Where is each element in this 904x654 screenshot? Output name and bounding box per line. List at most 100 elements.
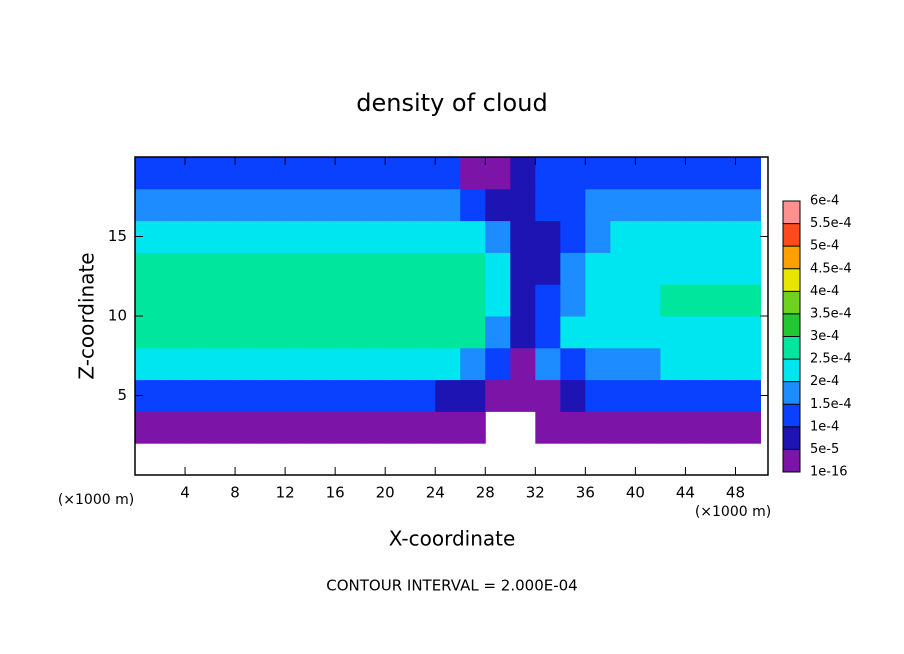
cell	[310, 347, 336, 381]
cell	[560, 347, 586, 381]
cell	[510, 252, 536, 285]
cell	[160, 188, 186, 222]
cell	[660, 220, 686, 253]
cell	[635, 252, 661, 285]
cell	[460, 347, 486, 381]
cell	[210, 316, 236, 349]
cell	[660, 188, 686, 222]
cell	[335, 188, 361, 222]
cell	[435, 411, 461, 444]
cell	[485, 157, 511, 190]
cell	[685, 157, 711, 190]
cell	[635, 284, 661, 317]
cell	[510, 379, 536, 412]
colorbar-segment	[783, 268, 800, 292]
cell	[735, 188, 761, 222]
cell	[635, 347, 661, 381]
colorbar-segment	[783, 246, 800, 269]
cell	[685, 347, 711, 381]
cell	[635, 316, 661, 349]
cell	[310, 188, 336, 222]
cell	[735, 347, 761, 381]
y-axis-label: Z-coordinate	[75, 252, 99, 379]
cell	[260, 284, 286, 317]
colorbar-segment	[783, 426, 800, 450]
cell	[160, 347, 186, 381]
x-tick-label: 36	[576, 484, 595, 502]
cell	[535, 284, 561, 317]
cell	[185, 284, 211, 317]
cell	[660, 347, 686, 381]
cell	[560, 316, 586, 349]
cell	[485, 252, 511, 285]
cell	[235, 252, 261, 285]
cell	[685, 284, 711, 317]
cell	[410, 220, 436, 253]
colorbar-tick-label: 2e-4	[810, 374, 839, 389]
cell	[410, 316, 436, 349]
cell	[510, 188, 536, 222]
colorbar-tick-label: 1e-16	[810, 465, 848, 480]
cell	[360, 220, 386, 253]
cell	[735, 316, 761, 349]
cell	[385, 188, 411, 222]
cell	[610, 220, 636, 253]
cell	[360, 379, 386, 412]
cell	[135, 347, 161, 381]
cell	[385, 157, 411, 190]
colorbar-segment	[783, 404, 800, 427]
cell	[435, 188, 461, 222]
cell	[710, 379, 736, 412]
cell	[585, 411, 611, 444]
cell	[535, 411, 561, 444]
cell	[135, 188, 161, 222]
cell	[285, 252, 311, 285]
colorbar-tick-label: 4e-4	[810, 284, 839, 299]
cell	[335, 220, 361, 253]
cell	[235, 220, 261, 253]
cell	[310, 220, 336, 253]
cell	[485, 188, 511, 222]
cell	[310, 157, 336, 190]
x-tick-label: 48	[726, 484, 745, 502]
cell	[410, 379, 436, 412]
cell	[685, 411, 711, 444]
cell	[510, 284, 536, 317]
x-tick-label: 12	[276, 484, 295, 502]
cell	[610, 347, 636, 381]
cell	[210, 157, 236, 190]
cell	[410, 284, 436, 317]
cell	[560, 252, 586, 285]
cell	[560, 157, 586, 190]
colorbar-segment	[783, 201, 800, 224]
cell	[610, 188, 636, 222]
x-tick-label: 4	[180, 484, 190, 502]
colorbar-tick-label: 6e-4	[810, 194, 839, 209]
colorbar-segment	[783, 336, 800, 360]
cell	[185, 220, 211, 253]
cell	[160, 284, 186, 317]
cell	[260, 188, 286, 222]
cell	[310, 411, 336, 444]
cell	[285, 379, 311, 412]
field	[135, 157, 761, 444]
cell	[635, 411, 661, 444]
cell	[235, 284, 261, 317]
cell	[285, 157, 311, 190]
cell	[585, 284, 611, 317]
cell	[285, 316, 311, 349]
cell	[735, 157, 761, 190]
cell	[135, 316, 161, 349]
cell	[585, 379, 611, 412]
cell	[710, 157, 736, 190]
cell	[660, 252, 686, 285]
cell	[335, 411, 361, 444]
cell	[310, 252, 336, 285]
cell	[235, 347, 261, 381]
colorbar-segment	[783, 223, 800, 247]
cell	[185, 379, 211, 412]
colorbar-tick-label: 3.5e-4	[810, 306, 852, 321]
y-tick-label: 10	[108, 307, 127, 325]
cell	[385, 411, 411, 444]
colorbar-segment	[783, 313, 800, 337]
